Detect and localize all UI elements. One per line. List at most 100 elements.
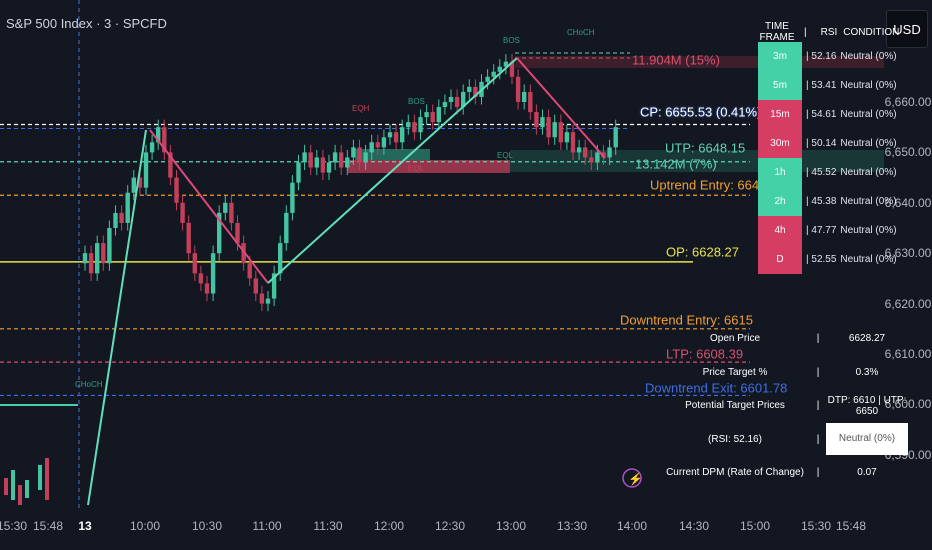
- timeframe-cell: 5m: [758, 71, 802, 100]
- condition-value: Neutral (0%): [840, 167, 897, 178]
- lightning-glyph: ⚡: [628, 472, 643, 486]
- candle: [314, 149, 319, 176]
- candle: [424, 104, 429, 125]
- condition-value: Neutral (0%): [840, 80, 897, 91]
- candle: [351, 139, 356, 165]
- time-tick: 10:00: [129, 519, 161, 533]
- candle: [192, 245, 197, 281]
- info-row: (RSI: 52.16) | Neutral (0%): [660, 423, 908, 457]
- rsi-row: 1h | 45.52 Neutral (0%): [752, 158, 899, 187]
- price-tick: 6,650.00: [884, 145, 932, 160]
- candle: [253, 270, 258, 302]
- price-tick: 6,660.00: [884, 95, 932, 109]
- rsi-value: | 50.14: [806, 138, 837, 149]
- info-label: Open Price: [709, 333, 761, 345]
- info-label: (RSI: 52.16): [708, 433, 762, 445]
- candle: [576, 139, 582, 160]
- info-label: Current DPM (Rate of Change): [666, 467, 804, 479]
- time-tick: 12:30: [434, 519, 466, 533]
- choch-tag: CHoCH: [567, 28, 595, 37]
- ltp-label: LTP: 6608.39: [666, 346, 744, 362]
- candle: [473, 79, 478, 105]
- condition-value: Neutral (0%): [840, 254, 897, 265]
- candle: [528, 84, 533, 120]
- candle: [436, 99, 441, 130]
- info-sep: |: [816, 366, 820, 378]
- rsi-table: TIME FRAME | RSI CONDITION 3m | 52.16 Neut…: [752, 21, 900, 274]
- candle: [45, 458, 49, 500]
- zigzag-up-initial: [87, 129, 147, 506]
- candle: [38, 465, 42, 490]
- condition-value: Neutral (0%): [840, 109, 897, 120]
- candle: [223, 195, 228, 221]
- candle: [217, 205, 222, 261]
- candle: [107, 220, 112, 271]
- bos-tag: BOS: [408, 97, 425, 106]
- rsi-value: | 52.55: [806, 254, 837, 265]
- candle: [515, 69, 521, 110]
- candle: [101, 235, 106, 271]
- candle: [369, 134, 374, 160]
- time-tick: 14:00: [616, 519, 648, 533]
- time-tick: 13: [78, 519, 92, 533]
- rsi-row: 4h | 47.77 Neutral (0%): [752, 216, 899, 245]
- timeframe-cell: 15m: [758, 100, 802, 129]
- price-tick: 6,640.00: [884, 195, 932, 210]
- rsi-row: 3m | 52.16 Neutral (0%): [752, 42, 899, 71]
- timeframe-cell: 1h: [758, 158, 802, 187]
- cp-label: CP: 6655.53 (0.41%): [640, 104, 762, 120]
- candle: [558, 114, 563, 150]
- candle: [271, 265, 277, 307]
- time-tick: 13:00: [495, 519, 527, 533]
- candle: [162, 119, 167, 160]
- candle: [570, 124, 576, 160]
- candle: [82, 245, 88, 271]
- rsi-value: | 47.77: [806, 225, 837, 236]
- time-tick: 13:30: [556, 519, 588, 533]
- candle: [546, 109, 551, 145]
- price-tick: 6,600.00: [884, 397, 932, 412]
- candle: [302, 144, 307, 171]
- candle: [210, 245, 216, 302]
- info-label: Potential Target Prices: [685, 400, 785, 412]
- condition-value: Neutral (0%): [840, 51, 897, 62]
- currency-button[interactable]: USD: [886, 10, 928, 48]
- info-value: 6628.27: [848, 333, 886, 345]
- utp-label: UTP: 6648.15: [665, 140, 746, 156]
- candle: [18, 485, 22, 505]
- symbol-title[interactable]: S&P 500 Index · 3 · SPCFD: [6, 16, 167, 31]
- info-sep: |: [816, 333, 820, 345]
- timeframe-cell: D: [758, 245, 802, 274]
- candle: [363, 144, 368, 171]
- timeframe-cell: 4h: [758, 216, 802, 245]
- candle: [454, 89, 460, 115]
- candle: [11, 470, 15, 500]
- candle: [613, 119, 618, 155]
- zigzag-down-line: [516, 57, 606, 159]
- condition-value: Neutral (0%): [840, 225, 897, 236]
- bos-tag: BOS: [503, 36, 520, 45]
- candle: [375, 134, 380, 155]
- downtrend-exit-label: Downtrend Exit: 6601.78: [645, 380, 788, 396]
- rsi-table-header: TIME FRAME | RSI CONDITION: [752, 21, 900, 43]
- rsi-value: | 54.61: [806, 109, 837, 120]
- candle: [204, 275, 210, 302]
- candle: [95, 235, 100, 281]
- condition-value: Neutral (0%): [840, 138, 897, 149]
- candle: [491, 64, 496, 85]
- candle: [326, 154, 332, 181]
- lightning-icon[interactable]: [622, 468, 642, 488]
- candle: [88, 245, 94, 281]
- candle: [509, 54, 515, 85]
- candle: [241, 235, 246, 271]
- candle: [485, 69, 490, 90]
- info-label: Price Target %: [702, 366, 768, 378]
- candle: [418, 109, 423, 140]
- candle: [540, 109, 545, 135]
- candle: [552, 114, 557, 145]
- candle: [503, 54, 509, 75]
- header-condition: CONDITION: [843, 26, 900, 38]
- candle: [143, 144, 149, 196]
- volume-low-label: 13.142M (7%): [635, 156, 717, 172]
- candle: [564, 124, 570, 150]
